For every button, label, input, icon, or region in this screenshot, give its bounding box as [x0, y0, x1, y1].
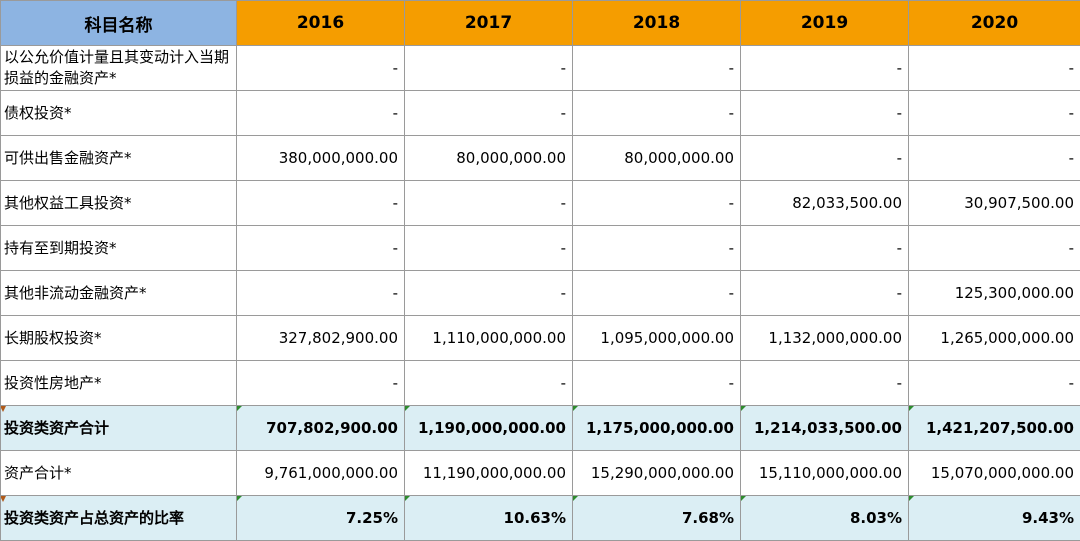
value-cell[interactable]: - [404, 45, 573, 91]
header-year-cell[interactable]: 2017 [404, 0, 573, 46]
value-cell[interactable]: 1,265,000,000.00 [908, 315, 1080, 361]
table-row: 以公允价值计量且其变动计入当期损益的金融资产* - - - - - [0, 45, 1080, 91]
value-cell[interactable]: 80,000,000.00 [572, 135, 741, 181]
value-cell[interactable]: 125,300,000.00 [908, 270, 1080, 316]
table-row: 可供出售金融资产* 380,000,000.00 80,000,000.00 8… [0, 135, 1080, 181]
row-label-cell[interactable]: 可供出售金融资产* [0, 135, 237, 181]
value-cell[interactable]: 1,095,000,000.00 [572, 315, 741, 361]
value-cell[interactable]: 82,033,500.00 [740, 180, 909, 226]
value-cell[interactable]: 7.68% [572, 495, 741, 541]
table-row: 长期股权投资* 327,802,900.00 1,110,000,000.00 … [0, 315, 1080, 361]
header-year-cell[interactable]: 2018 [572, 0, 741, 46]
value-cell[interactable]: - [404, 225, 573, 271]
value-cell[interactable]: 9,761,000,000.00 [236, 450, 405, 496]
row-label-cell[interactable]: 持有至到期投资* [0, 225, 237, 271]
value-cell[interactable]: - [236, 90, 405, 136]
value-cell[interactable]: 8.03% [740, 495, 909, 541]
table-row: 债权投资* - - - - - [0, 90, 1080, 136]
value-cell[interactable]: 1,421,207,500.00 [908, 405, 1080, 451]
header-row: 科目名称 2016 2017 2018 2019 2020 [0, 0, 1080, 46]
value-cell[interactable]: 15,290,000,000.00 [572, 450, 741, 496]
row-label-cell[interactable]: 债权投资* [0, 90, 237, 136]
ratio-row: 投资类资产占总资产的比率 7.25% 10.63% 7.68% 8.03% 9.… [0, 495, 1080, 541]
value-cell[interactable]: 30,907,500.00 [908, 180, 1080, 226]
value-cell[interactable]: - [572, 45, 741, 91]
value-cell[interactable]: - [236, 45, 405, 91]
value-cell[interactable]: - [740, 225, 909, 271]
table-row: 其他权益工具投资* - - - 82,033,500.00 30,907,500… [0, 180, 1080, 226]
header-year-cell[interactable]: 2020 [908, 0, 1080, 46]
value-cell[interactable]: 380,000,000.00 [236, 135, 405, 181]
row-label-cell[interactable]: 投资类资产合计 [0, 405, 237, 451]
value-cell[interactable]: - [404, 360, 573, 406]
value-cell[interactable]: - [572, 90, 741, 136]
value-cell[interactable]: - [236, 225, 405, 271]
value-cell[interactable]: - [404, 180, 573, 226]
table-row: 持有至到期投资* - - - - - [0, 225, 1080, 271]
value-cell[interactable]: - [908, 135, 1080, 181]
value-cell[interactable]: - [572, 180, 741, 226]
value-cell[interactable]: 1,190,000,000.00 [404, 405, 573, 451]
value-cell[interactable]: - [908, 90, 1080, 136]
total-row: 投资类资产合计 707,802,900.00 1,190,000,000.00 … [0, 405, 1080, 451]
value-cell[interactable]: 11,190,000,000.00 [404, 450, 573, 496]
header-label-cell[interactable]: 科目名称 [0, 0, 237, 46]
row-label-cell[interactable]: 其他权益工具投资* [0, 180, 237, 226]
row-label-cell[interactable]: 长期股权投资* [0, 315, 237, 361]
table-row: 投资性房地产* - - - - - [0, 360, 1080, 406]
row-label-cell[interactable]: 资产合计* [0, 450, 237, 496]
value-cell[interactable]: 1,132,000,000.00 [740, 315, 909, 361]
value-cell[interactable]: - [572, 270, 741, 316]
value-cell[interactable]: - [908, 45, 1080, 91]
value-cell[interactable]: - [740, 45, 909, 91]
value-cell[interactable]: - [740, 270, 909, 316]
value-cell[interactable]: - [572, 225, 741, 271]
value-cell[interactable]: 9.43% [908, 495, 1080, 541]
value-cell[interactable]: - [908, 225, 1080, 271]
value-cell[interactable]: 327,802,900.00 [236, 315, 405, 361]
value-cell[interactable]: - [908, 360, 1080, 406]
row-label-cell[interactable]: 投资性房地产* [0, 360, 237, 406]
value-cell[interactable]: 15,110,000,000.00 [740, 450, 909, 496]
value-cell[interactable]: 7.25% [236, 495, 405, 541]
value-cell[interactable]: - [740, 360, 909, 406]
value-cell[interactable]: 1,175,000,000.00 [572, 405, 741, 451]
value-cell[interactable]: - [740, 90, 909, 136]
value-cell[interactable]: - [572, 360, 741, 406]
value-cell[interactable]: 10.63% [404, 495, 573, 541]
value-cell[interactable]: - [236, 270, 405, 316]
row-label-cell[interactable]: 投资类资产占总资产的比率 [0, 495, 237, 541]
value-cell[interactable]: - [236, 180, 405, 226]
row-label-cell[interactable]: 其他非流动金融资产* [0, 270, 237, 316]
value-cell[interactable]: 1,110,000,000.00 [404, 315, 573, 361]
table-row: 其他非流动金融资产* - - - - 125,300,000.00 [0, 270, 1080, 316]
value-cell[interactable]: - [404, 90, 573, 136]
value-cell[interactable]: 707,802,900.00 [236, 405, 405, 451]
value-cell[interactable]: 1,214,033,500.00 [740, 405, 909, 451]
value-cell[interactable]: 15,070,000,000.00 [908, 450, 1080, 496]
value-cell[interactable]: - [236, 360, 405, 406]
table-row: 资产合计* 9,761,000,000.00 11,190,000,000.00… [0, 450, 1080, 496]
header-year-cell[interactable]: 2016 [236, 0, 405, 46]
header-year-cell[interactable]: 2019 [740, 0, 909, 46]
value-cell[interactable]: - [740, 135, 909, 181]
value-cell[interactable]: 80,000,000.00 [404, 135, 573, 181]
value-cell[interactable]: - [404, 270, 573, 316]
row-label-cell[interactable]: 以公允价值计量且其变动计入当期损益的金融资产* [0, 45, 237, 91]
